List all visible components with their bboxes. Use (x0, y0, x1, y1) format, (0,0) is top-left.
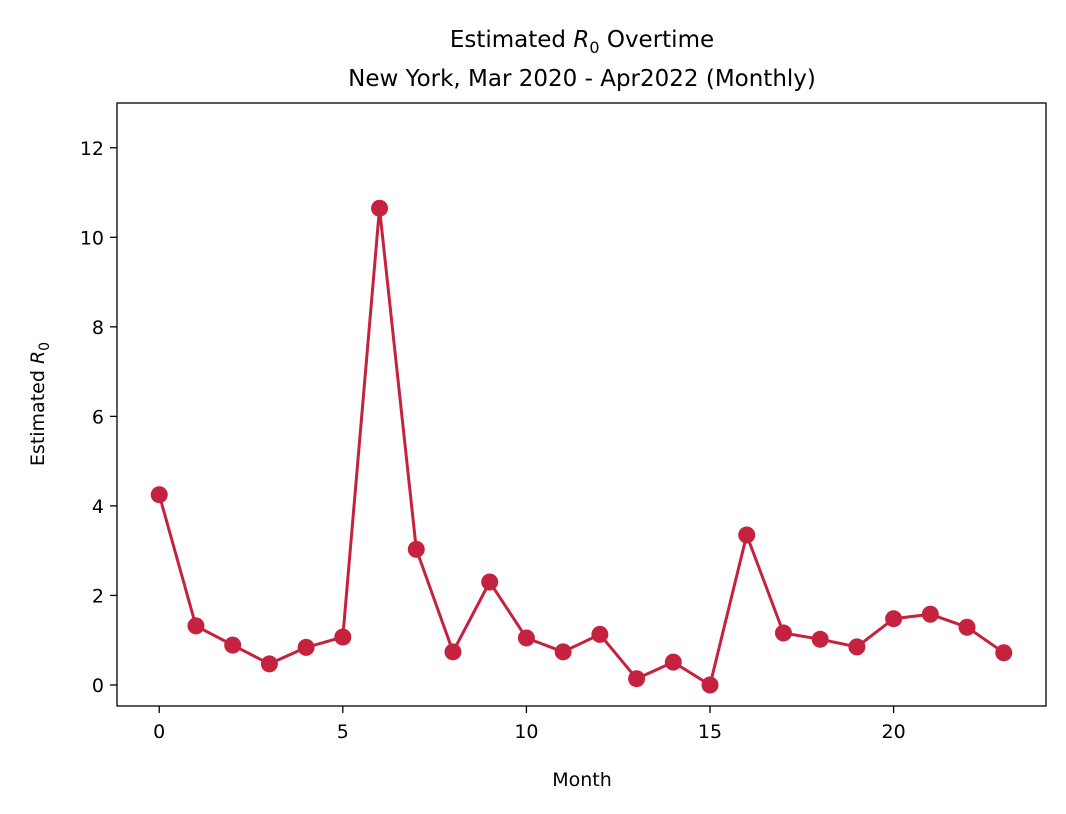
data-point (958, 618, 976, 636)
data-point (591, 625, 609, 643)
data-point (885, 610, 903, 628)
y-tick-label: 4 (92, 496, 104, 518)
data-point (407, 540, 425, 558)
y-tick-label: 8 (92, 317, 104, 339)
y-tick-label: 10 (80, 227, 104, 249)
data-point (738, 526, 756, 544)
data-point (921, 605, 939, 623)
chart-subtitle: New York, Mar 2020 - Apr2022 (Monthly) (348, 66, 816, 92)
x-tick-label: 5 (337, 721, 349, 743)
data-point (774, 624, 792, 642)
x-tick-label: 15 (698, 721, 722, 743)
data-point (187, 617, 205, 635)
data-point (224, 636, 242, 654)
x-tick-label: 10 (514, 721, 538, 743)
data-point (848, 638, 866, 656)
data-point (811, 630, 829, 648)
plot-area: 0 5 10 15 20 0 2 4 6 8 10 12 (80, 138, 1013, 743)
data-point (701, 676, 719, 694)
axes-frame (116, 102, 1047, 707)
x-axis-label: Month (552, 769, 612, 791)
data-point (334, 628, 352, 646)
data-point (554, 643, 572, 661)
data-point (150, 486, 168, 504)
x-tick-label: 0 (153, 721, 165, 743)
data-point (444, 643, 462, 661)
data-point (995, 644, 1013, 662)
data-point (628, 670, 646, 688)
y-axis-label: Estimated R0 (27, 342, 53, 466)
chart-title: Estimated R0 Overtime (450, 27, 714, 57)
data-point (371, 199, 389, 217)
y-tick-label: 0 (92, 675, 104, 697)
data-point (481, 573, 499, 591)
y-tick-label: 2 (92, 585, 104, 607)
y-tick-label: 6 (92, 406, 104, 428)
data-point (260, 655, 278, 673)
data-point (664, 653, 682, 671)
y-tick-label: 12 (80, 138, 104, 160)
data-point (297, 638, 315, 656)
data-point (517, 629, 535, 647)
x-tick-label: 20 (882, 721, 906, 743)
